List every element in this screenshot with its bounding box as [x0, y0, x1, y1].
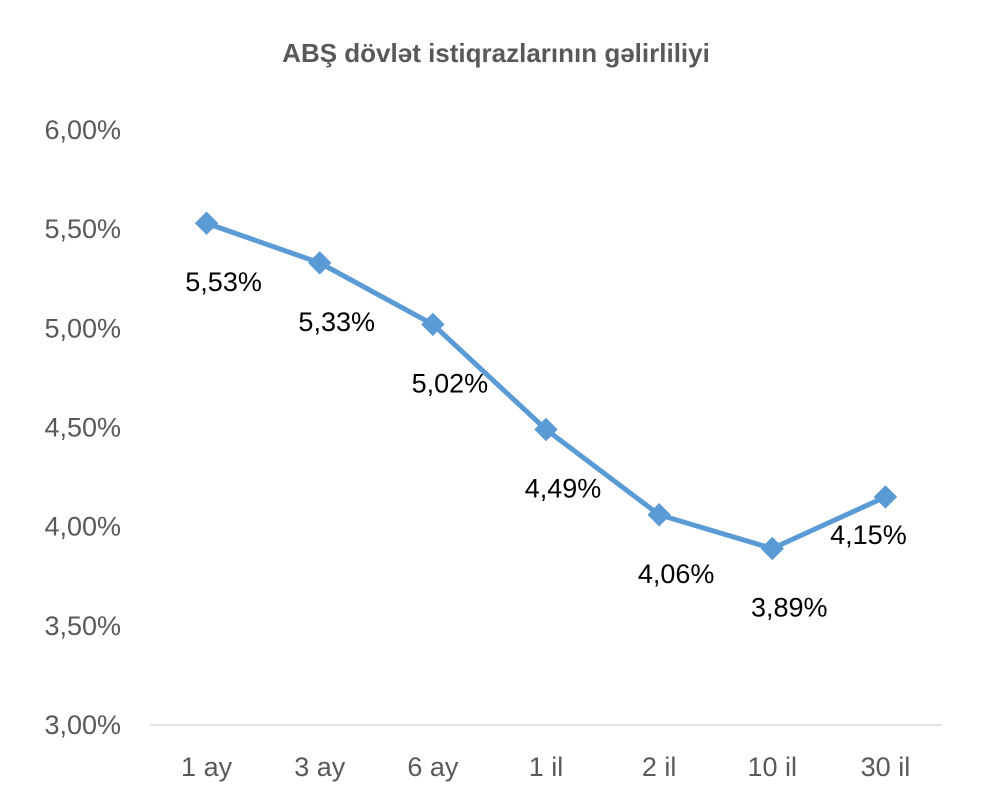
- y-tick-label: 5,00%: [44, 313, 121, 343]
- data-point-marker: [647, 503, 671, 527]
- data-label: 5,33%: [298, 307, 375, 337]
- y-tick-label: 5,50%: [44, 214, 121, 244]
- data-point-marker: [760, 536, 784, 561]
- x-axis: 1 ay 3 ay 6 ay 1 il 2 il 10 il 30 il: [150, 724, 942, 782]
- data-label: 4,49%: [525, 473, 602, 503]
- y-tick-label: 4,00%: [44, 512, 121, 542]
- data-label: 5,53%: [185, 267, 262, 297]
- x-tick-label: 30 il: [861, 752, 911, 782]
- y-tick-label: 3,50%: [44, 611, 121, 641]
- x-tick-label: 3 ay: [294, 752, 346, 782]
- data-point-marker: [194, 211, 219, 235]
- x-tick-label: 1 il: [529, 752, 564, 782]
- data-point-marker: [421, 312, 445, 337]
- y-tick-label: 4,50%: [44, 413, 121, 443]
- data-label: 3,89%: [751, 592, 828, 622]
- data-point-marker: [873, 485, 898, 509]
- y-tick-label: 6,00%: [44, 115, 121, 145]
- x-tick-label: 1 ay: [181, 752, 233, 782]
- x-tick-label: 6 ay: [407, 752, 459, 782]
- data-point-marker: [308, 251, 332, 275]
- data-label: 4,15%: [830, 520, 907, 550]
- x-tick-label: 2 il: [642, 752, 677, 782]
- data-label: 5,02%: [412, 368, 489, 398]
- data-point-marker: [534, 417, 558, 442]
- x-tick-label: 10 il: [748, 752, 798, 782]
- y-axis: 3,00% 3,50% 4,00% 4,50% 5,00% 5,50% 6,00%: [44, 115, 121, 740]
- chart-title: ABŞ dövlət istiqrazlarının gəlirliliyi: [282, 38, 710, 68]
- data-labels: 5,53% 5,33% 5,02% 4,49% 4,06% 3,89% 4,15%: [185, 267, 906, 622]
- y-tick-label: 3,00%: [44, 710, 121, 740]
- data-label: 4,06%: [638, 559, 715, 589]
- series-layer: [194, 211, 898, 561]
